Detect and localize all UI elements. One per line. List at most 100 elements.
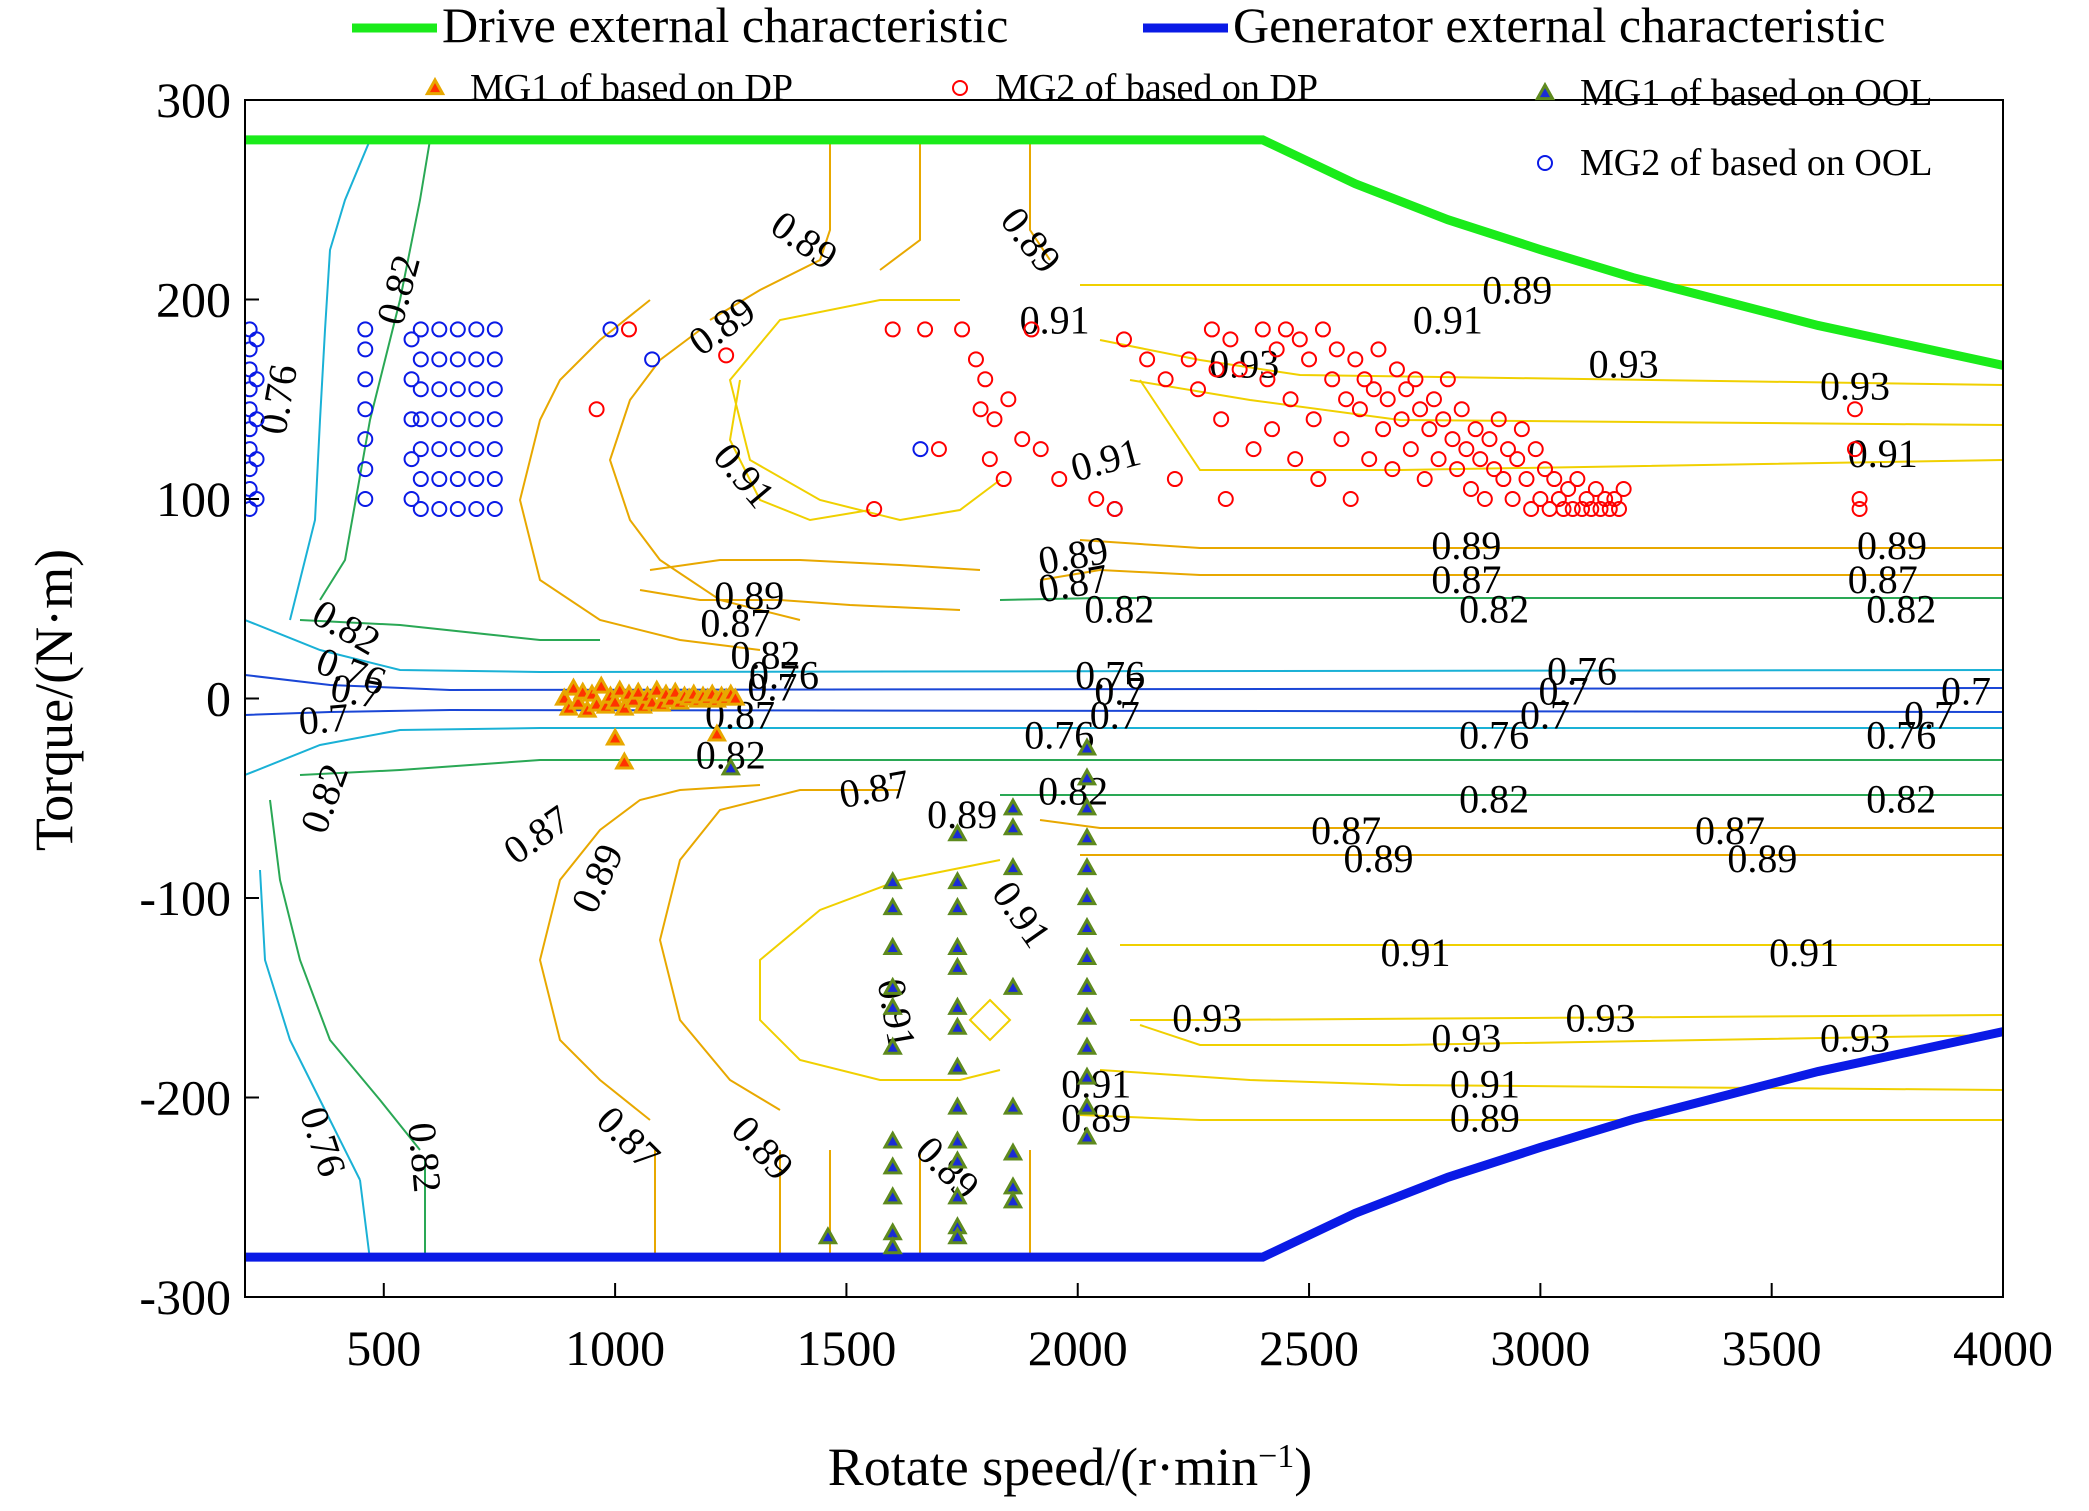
data-point [486,500,503,517]
data-point [1523,500,1540,517]
contour-label: 0.7 [327,665,384,718]
data-point [1592,500,1609,517]
data-point [449,500,466,517]
data-point [1846,441,1863,458]
contour-label: 0.93 [1566,996,1636,1041]
data-point [1259,371,1276,388]
data-point [947,1130,968,1149]
data-point [720,757,741,776]
data-point [468,441,485,458]
data-point [1310,471,1327,488]
data-point [1430,451,1447,468]
data-point [1449,461,1466,478]
data-point [1338,391,1355,408]
data-point [1217,491,1234,507]
contour-label: 0.89 [1061,1095,1131,1140]
data-point [1398,381,1415,398]
data-point [947,1150,968,1169]
contour-label: 0.93 [1172,996,1242,1041]
data-point [1569,471,1586,488]
data-point [1402,441,1419,458]
data-point [1023,321,1040,338]
legend: Drive external characteristic Generator e… [352,0,1933,184]
legend-swatch-marker [952,80,968,96]
contour-label: 0.93 [1820,363,1890,408]
contour-line [269,799,421,1151]
y-tick-label: -100 [139,870,231,926]
external-characteristic-lines [245,135,2003,1262]
data-point [1076,1066,1098,1085]
data-point [403,451,420,468]
data-point [1076,946,1098,965]
contour-label: 0.82 [367,250,429,329]
data-point [1518,471,1535,488]
data-point [567,691,589,710]
contour-line [1139,379,2003,471]
data-point [995,471,1012,488]
data-point [1002,1096,1024,1115]
data-point [1458,441,1475,458]
data-point [1384,461,1401,478]
legend-swatch-marker [424,76,446,96]
data-point [1139,351,1156,368]
data-point [486,411,503,428]
data-point [1393,411,1410,428]
data-point [817,1226,839,1245]
data-point [1412,401,1429,418]
legend-entry: MG2 of based on OOL [1537,142,1933,184]
data-point [947,1226,968,1245]
data-point [602,321,619,338]
data-point [604,727,626,746]
data-point [1208,361,1225,378]
contour-line [999,597,2003,601]
contour-label: 0.89 [562,837,632,919]
data-point [1536,461,1553,478]
contour-label: 0.89 [1857,523,1927,568]
data-point [1002,857,1024,876]
data-point [1550,491,1567,507]
contour-line [649,559,981,571]
x-axis-label-main: Rotate speed/(r·min [828,1437,1258,1497]
data-point [930,441,947,458]
legend-label: MG1 of based on DP [470,67,793,109]
data-point [1846,401,1863,418]
contour-line [1099,339,2003,386]
data-point [1851,500,1868,517]
data-point [412,471,429,488]
contour-label: 0.7 [1094,669,1144,714]
data-point [1495,471,1512,488]
contour-line [299,619,600,641]
data-point [1305,411,1322,428]
data-point [1088,491,1105,507]
data-point [1601,500,1618,517]
data-point [431,381,448,398]
data-point [412,441,429,458]
contour-label: 0.89 [763,202,846,279]
contour-label: 0.91 [1066,429,1145,491]
contour-label: 0.82 [1866,776,1936,821]
contour-label: 0.87 [1848,557,1918,602]
contour-label: 0.91 [983,873,1060,956]
contour-label: 0.7 [747,665,797,710]
efficiency-contour-lines [245,139,2003,1261]
data-point [1342,491,1359,507]
data-point [431,321,448,338]
contour-label: 0.93 [1431,1016,1501,1061]
data-point [1222,331,1239,348]
data-point [947,956,968,975]
data-point [1611,500,1628,517]
data-point [468,411,485,428]
data-point [644,351,661,368]
data-point [1032,441,1049,458]
contour-line [728,299,1001,522]
contour-label: 0.87 [1311,808,1381,853]
data-point [1264,421,1281,438]
data-point [1333,431,1350,448]
legend-swatch-marker [1534,81,1556,101]
contour-label: 0.91 [1380,930,1450,975]
x-tick-label: 1500 [796,1320,896,1376]
data-point [947,1186,968,1205]
contour-line [639,589,961,611]
drive-external-characteristic-line [245,135,2003,370]
contour-line [245,708,2003,716]
